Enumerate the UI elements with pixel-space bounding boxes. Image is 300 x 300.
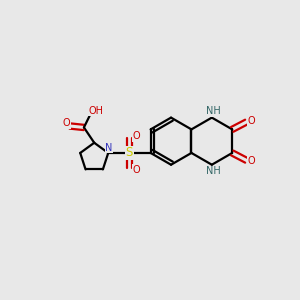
Text: O: O <box>248 157 256 166</box>
Text: O: O <box>132 131 140 141</box>
Text: O: O <box>62 118 70 128</box>
Text: O: O <box>248 116 256 126</box>
Text: NH: NH <box>206 106 221 116</box>
Text: NH: NH <box>206 166 221 176</box>
Text: S: S <box>126 146 133 159</box>
Text: N: N <box>105 142 112 153</box>
Text: O: O <box>132 165 140 175</box>
Text: OH: OH <box>89 106 104 116</box>
